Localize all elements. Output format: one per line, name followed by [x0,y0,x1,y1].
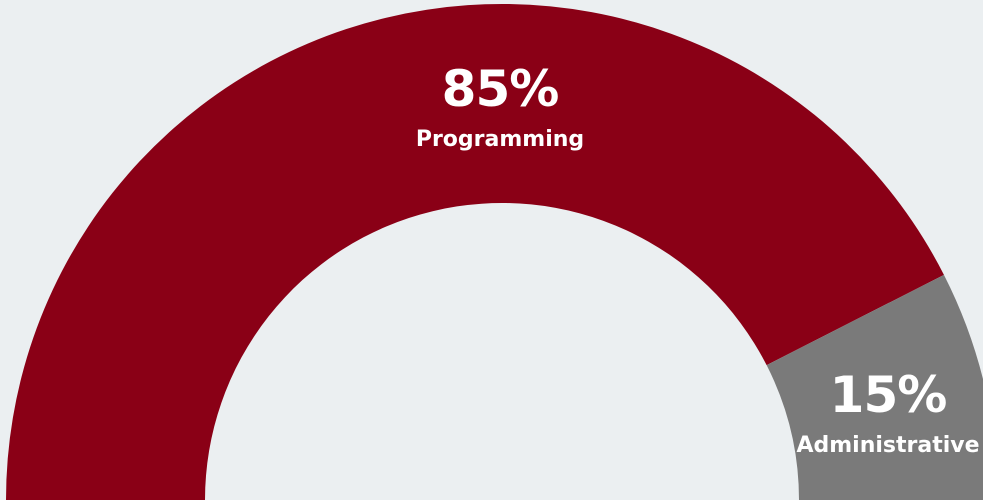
slice-value-label: 85% [442,60,559,118]
slice-programming [6,3,944,500]
slices-layer [6,3,983,500]
labels-layer: 85% Programming 15% Administrative [416,60,980,458]
slice-value-label: 15% [830,366,947,424]
slice-category-label: Administrative [796,433,979,458]
slice-administrative [766,274,983,500]
slice-category-label: Programming [416,127,584,152]
